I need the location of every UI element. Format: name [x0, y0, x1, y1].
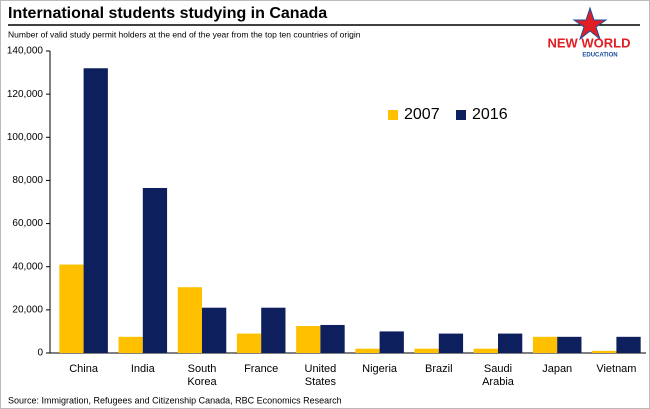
- bar: [236, 333, 262, 353]
- bar: [59, 264, 84, 353]
- y-tick-label: 20,000: [12, 304, 43, 315]
- bar: [296, 326, 321, 353]
- bar: [557, 336, 582, 353]
- x-tick-label: United States: [305, 363, 337, 388]
- chart-title: International students studying in Canad…: [8, 5, 327, 22]
- bar: [532, 336, 558, 353]
- x-tick-label: Nigeria: [362, 363, 398, 375]
- bar: [616, 336, 641, 353]
- bar: [202, 307, 227, 353]
- bar: [142, 187, 168, 353]
- x-tick-label: Saudi Arabia: [482, 363, 515, 388]
- x-tick-label: China: [69, 363, 99, 375]
- bar: [498, 333, 523, 353]
- bar: [83, 68, 108, 353]
- y-tick-label: 60,000: [12, 218, 43, 229]
- logo-text: NEW WORLD: [547, 35, 630, 50]
- y-tick-label: 40,000: [12, 261, 43, 272]
- legend-label: 2016: [472, 106, 508, 123]
- x-tick-label: Vietnam: [596, 363, 636, 375]
- legend-swatch: [388, 110, 398, 120]
- bar: [414, 348, 439, 353]
- chart-subtitle: Number of valid study permit holders at …: [8, 29, 361, 39]
- x-tick-label: South Korea: [187, 363, 217, 388]
- x-tick-label: Brazil: [425, 363, 453, 375]
- bar: [118, 336, 143, 353]
- bar: [379, 331, 404, 353]
- x-tick-label: France: [244, 363, 278, 375]
- bar: [177, 287, 202, 353]
- y-tick-label: 120,000: [7, 89, 44, 100]
- bar: [261, 307, 286, 353]
- bar: [355, 348, 380, 353]
- logo-subtext: EDUCATION: [582, 53, 617, 59]
- bar: [473, 348, 498, 353]
- x-tick-label: Japan: [542, 363, 572, 375]
- source-note: Source: Immigration, Refugees and Citize…: [8, 395, 342, 405]
- y-tick-label: 100,000: [7, 132, 44, 143]
- logo-star: [572, 6, 608, 41]
- x-tick-label: India: [131, 363, 156, 375]
- bar: [592, 350, 617, 353]
- y-tick-label: 0: [37, 348, 43, 359]
- y-tick-label: 80,000: [12, 175, 43, 186]
- legend-swatch: [456, 110, 466, 120]
- bar: [438, 333, 464, 353]
- bar: [320, 324, 345, 353]
- y-tick-label: 140,000: [7, 46, 44, 57]
- legend-label: 2007: [404, 106, 440, 123]
